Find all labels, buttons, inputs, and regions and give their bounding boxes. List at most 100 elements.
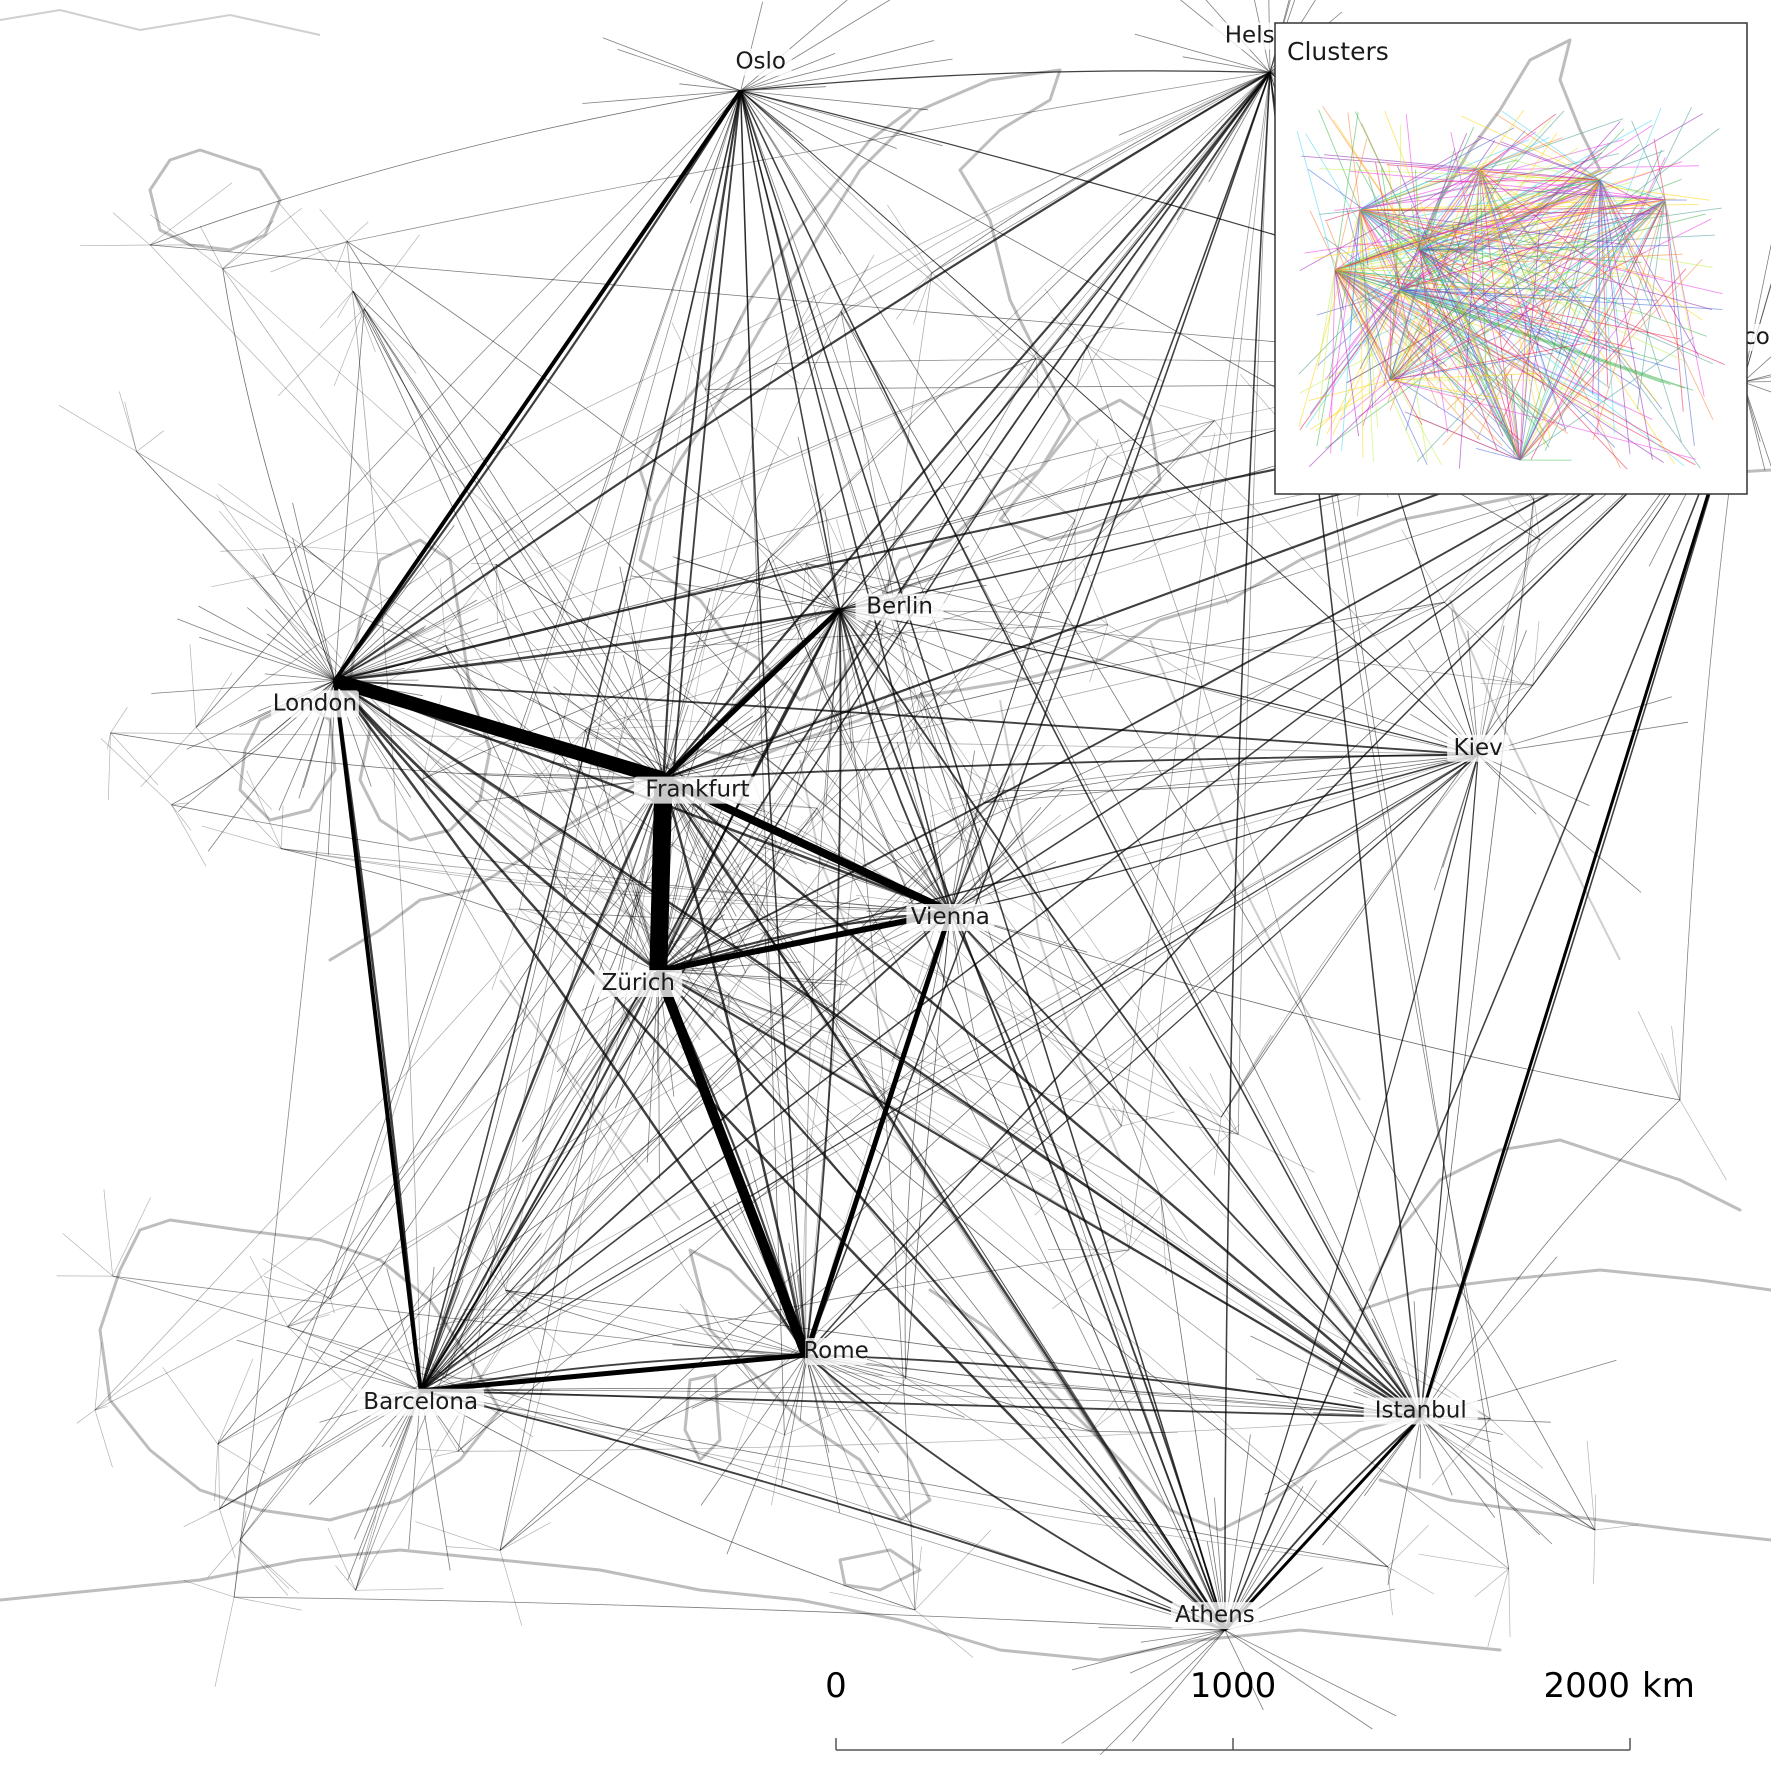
flight-edge <box>80 244 151 247</box>
flight-edge <box>1036 1125 1122 1183</box>
hub-edge <box>839 608 1479 756</box>
hub-spoke <box>740 0 891 92</box>
hub-spoke <box>1268 0 1271 73</box>
trunk-edge <box>333 89 743 682</box>
hub-spoke <box>1742 381 1771 393</box>
hub-edge <box>739 90 841 610</box>
flight-edge <box>107 732 111 749</box>
hub-spoke <box>265 609 336 681</box>
flight-edge <box>805 1354 916 1611</box>
border-2 <box>799 759 901 1061</box>
flight-edge <box>839 609 916 1611</box>
flight-edge <box>352 291 376 353</box>
flight-edge <box>905 770 979 845</box>
inset-cluster-line <box>1347 112 1361 211</box>
flight-edge <box>914 1546 922 1611</box>
hub-edge <box>419 609 841 1392</box>
city-label-bg <box>594 970 683 998</box>
inset-cluster-line <box>1359 139 1624 211</box>
inset-cluster-line <box>1664 199 1684 412</box>
inset-cluster-line <box>1475 447 1521 461</box>
flight-edge <box>420 1390 1388 1568</box>
inset-cluster-line <box>1359 289 1401 370</box>
hub-spoke <box>1742 356 1771 383</box>
flight-edge <box>239 970 659 1541</box>
inset-cluster-line <box>1599 179 1632 223</box>
flight-edge <box>896 272 933 320</box>
flight-edge <box>1214 420 1229 440</box>
city-label-berlin: Berlin <box>866 593 933 619</box>
hub-spoke <box>198 605 336 681</box>
flight-edge <box>364 308 417 374</box>
inset-cluster-line <box>1389 176 1474 381</box>
hub-spoke <box>353 1262 422 1391</box>
city-label-bg <box>855 593 944 621</box>
inset-cluster-line <box>1399 124 1653 291</box>
flight-edge <box>355 1588 444 1591</box>
flight-edge <box>1044 288 1087 346</box>
hub-spoke <box>657 912 697 972</box>
flight-edge <box>950 911 1681 1101</box>
flight-edge <box>1444 602 1501 653</box>
flight-edge <box>112 1197 151 1277</box>
hub-edge <box>949 72 1271 913</box>
hub-edge <box>419 778 665 1392</box>
inset-cluster-line <box>1322 106 1421 251</box>
hub-spoke <box>658 926 729 972</box>
hub-spoke <box>658 961 802 972</box>
hub-spoke <box>622 655 664 779</box>
inset-cluster-line <box>1419 207 1722 251</box>
inset-cluster-line <box>1359 137 1484 211</box>
inset-cluster-line <box>1359 139 1530 211</box>
flight-edge <box>1671 1025 1681 1101</box>
flight-edge <box>704 389 789 457</box>
inset-cluster-line <box>1599 179 1682 443</box>
flight-edge <box>775 363 800 384</box>
hub-spoke <box>1742 381 1771 383</box>
flight-edge <box>980 814 1061 883</box>
flight-edge <box>627 609 840 720</box>
coastline-sardinia <box>683 1373 722 1462</box>
flight-edge <box>920 692 1422 1418</box>
inset-cluster-line <box>1359 209 1376 282</box>
inset-cluster-line <box>1454 169 1481 411</box>
flight-edge <box>1220 1034 1272 1118</box>
inset-cluster-line <box>1479 169 1557 405</box>
hub-spoke <box>1118 72 1271 136</box>
coastline-iberia <box>98 1218 502 1522</box>
hub-spoke <box>420 1266 435 1391</box>
flight-edge <box>519 90 742 910</box>
inset-cluster-line <box>1384 110 1521 461</box>
inset-cluster-line <box>1389 128 1720 381</box>
flight-edge <box>1661 1052 1681 1101</box>
flight-edge <box>1085 344 1479 756</box>
flight-edge <box>526 970 659 1311</box>
hub-spoke <box>564 876 659 972</box>
inset-cluster-line <box>1389 121 1621 381</box>
hub-spoke <box>266 633 336 681</box>
inset-cluster-line <box>1334 269 1345 311</box>
hub-spoke <box>309 1346 421 1392</box>
hub-spoke <box>758 609 840 736</box>
flight-edge <box>1220 1035 1273 1118</box>
trunk-edge <box>420 1352 807 1394</box>
hub-spoke <box>386 1268 422 1391</box>
hub-edge <box>739 90 807 1356</box>
hub-spoke <box>1419 1417 1422 1479</box>
flight-edge <box>330 1298 335 1314</box>
hub-spoke <box>672 1344 807 1356</box>
hub-spoke <box>824 509 840 610</box>
inset-cluster-line <box>1419 245 1669 251</box>
flight-edge <box>981 882 1051 922</box>
inset-cluster-line <box>1479 159 1518 171</box>
flight-edge <box>207 1539 241 1578</box>
flight-edge <box>217 911 951 1445</box>
inset-cluster-line <box>1419 249 1608 400</box>
flight-edge <box>1089 624 1109 683</box>
flight-edge <box>334 426 1286 681</box>
hub-spoke <box>689 609 840 644</box>
inset-cluster-line <box>1359 209 1387 266</box>
hub-spoke <box>740 90 804 142</box>
inset-cluster-line <box>1309 210 1391 381</box>
hub-spoke <box>658 914 724 972</box>
